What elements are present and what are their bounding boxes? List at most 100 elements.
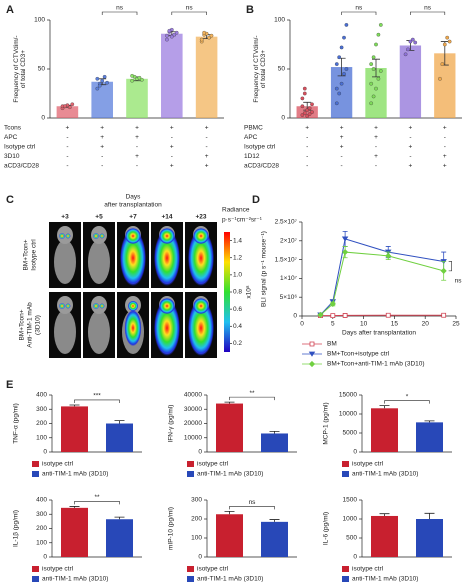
mouse-body xyxy=(54,310,76,354)
y-tick-label: 400 xyxy=(36,497,47,504)
signal-area xyxy=(159,298,175,314)
y-tick-label: 1.5×10⁷ xyxy=(275,256,298,263)
condition-sign: + xyxy=(374,134,378,141)
condition-sign: - xyxy=(66,144,68,151)
y-tick-label: 10000 xyxy=(184,434,202,441)
y-tick-label: 15000 xyxy=(339,392,357,399)
data-point xyxy=(165,33,169,38)
condition-sign: + xyxy=(66,125,70,132)
data-point xyxy=(307,106,312,111)
colorbar-title: Radiance xyxy=(222,207,250,214)
signal-area xyxy=(193,228,209,244)
day-label: +14 xyxy=(161,214,172,221)
error-bar xyxy=(424,512,435,519)
data-point xyxy=(97,83,102,88)
condition-sign: - xyxy=(136,144,138,151)
marker xyxy=(341,236,349,242)
bar xyxy=(434,53,456,118)
mouse-body xyxy=(54,240,76,284)
condition-sign: + xyxy=(205,163,209,170)
condition-sign: - xyxy=(444,134,446,141)
marker xyxy=(317,311,324,318)
legend-swatch xyxy=(187,566,194,572)
x-tick-label: 25 xyxy=(452,321,460,328)
data-point xyxy=(305,108,310,113)
y-axis-label: MCP-1 (pg/ml) xyxy=(323,402,330,444)
day-label: +23 xyxy=(195,214,206,221)
marker xyxy=(330,313,336,319)
panel-label: A xyxy=(6,4,14,16)
condition-sign: + xyxy=(409,125,413,132)
condition-sign: + xyxy=(170,163,174,170)
condition-sign: + xyxy=(340,144,344,151)
condition-label: 3D10 xyxy=(4,153,20,160)
data-point xyxy=(300,104,305,109)
y-axis-label: of total CD3+ xyxy=(260,50,267,88)
legend-swatch xyxy=(342,566,349,572)
condition-label: Isotype ctrl xyxy=(244,144,276,151)
x-tick-label: 0 xyxy=(300,321,304,328)
marker xyxy=(385,312,391,318)
data-point xyxy=(70,102,75,107)
signal-area xyxy=(124,309,142,347)
data-point xyxy=(445,35,450,40)
error-bar xyxy=(269,430,280,434)
significance-label: ns xyxy=(249,499,257,506)
y-tick-label: 50 xyxy=(38,66,46,73)
data-point xyxy=(307,112,312,116)
y-tick-label: 1500 xyxy=(343,497,358,504)
significance-bracket xyxy=(229,506,275,510)
data-point xyxy=(369,62,374,66)
data-point xyxy=(334,62,339,66)
data-point xyxy=(137,75,142,80)
significance-bracket xyxy=(74,501,120,505)
bar xyxy=(216,514,243,557)
condition-sign: + xyxy=(135,134,139,141)
legend-label: BM xyxy=(327,341,337,348)
significance-label: ns xyxy=(116,5,124,12)
imaging-title: Days xyxy=(126,194,142,201)
signal-spot xyxy=(65,303,71,309)
bar xyxy=(371,408,398,452)
colorbar-scale: x10⁸ xyxy=(246,285,253,298)
bar xyxy=(365,68,387,118)
error-bar xyxy=(379,405,390,409)
x-tick-label: 15 xyxy=(391,321,399,328)
condition-label: aCD3/CD28 xyxy=(244,163,279,170)
condition-sign: - xyxy=(306,144,308,151)
legend-swatch xyxy=(187,461,194,467)
data-point xyxy=(371,94,376,99)
y-tick-label: 20000 xyxy=(184,420,202,427)
colorbar-tick-label: 1.2 xyxy=(233,254,242,261)
bar xyxy=(330,67,353,118)
marker xyxy=(342,313,348,318)
signal-area xyxy=(193,298,209,314)
marker xyxy=(309,341,315,347)
y-tick-label: 100 xyxy=(36,539,47,546)
signal-area xyxy=(125,228,141,244)
error-bar xyxy=(224,401,235,404)
data-point xyxy=(378,23,383,27)
significance-label: ** xyxy=(249,390,255,397)
y-axis-label: Frequency of CTVdim/- xyxy=(253,35,260,102)
data-point xyxy=(438,76,442,81)
significance-bracket xyxy=(384,400,430,404)
condition-sign: + xyxy=(100,144,104,151)
data-point xyxy=(337,91,342,96)
condition-label: Isotype ctrl xyxy=(4,144,36,151)
colorbar-unit: p·s⁻¹cm⁻²sr⁻¹ xyxy=(222,217,263,224)
marker xyxy=(440,267,447,274)
significance-label: * xyxy=(406,393,409,400)
error-bar xyxy=(337,67,346,77)
data-point xyxy=(371,67,376,71)
legend-label: isotype ctrl xyxy=(42,461,74,468)
x-axis-label: Days after transplantation xyxy=(342,330,416,337)
condition-sign: + xyxy=(205,153,209,160)
y-axis-label: IFN-γ (pg/ml) xyxy=(168,405,175,443)
bar xyxy=(195,36,218,118)
mouse-body xyxy=(88,240,110,284)
legend-swatch xyxy=(342,576,349,582)
row-label: Isotype ctrl xyxy=(31,239,38,271)
legend-label: anti-TIM-1 mAb (3D10) xyxy=(42,576,108,583)
y-tick-label: 100 xyxy=(34,17,45,24)
